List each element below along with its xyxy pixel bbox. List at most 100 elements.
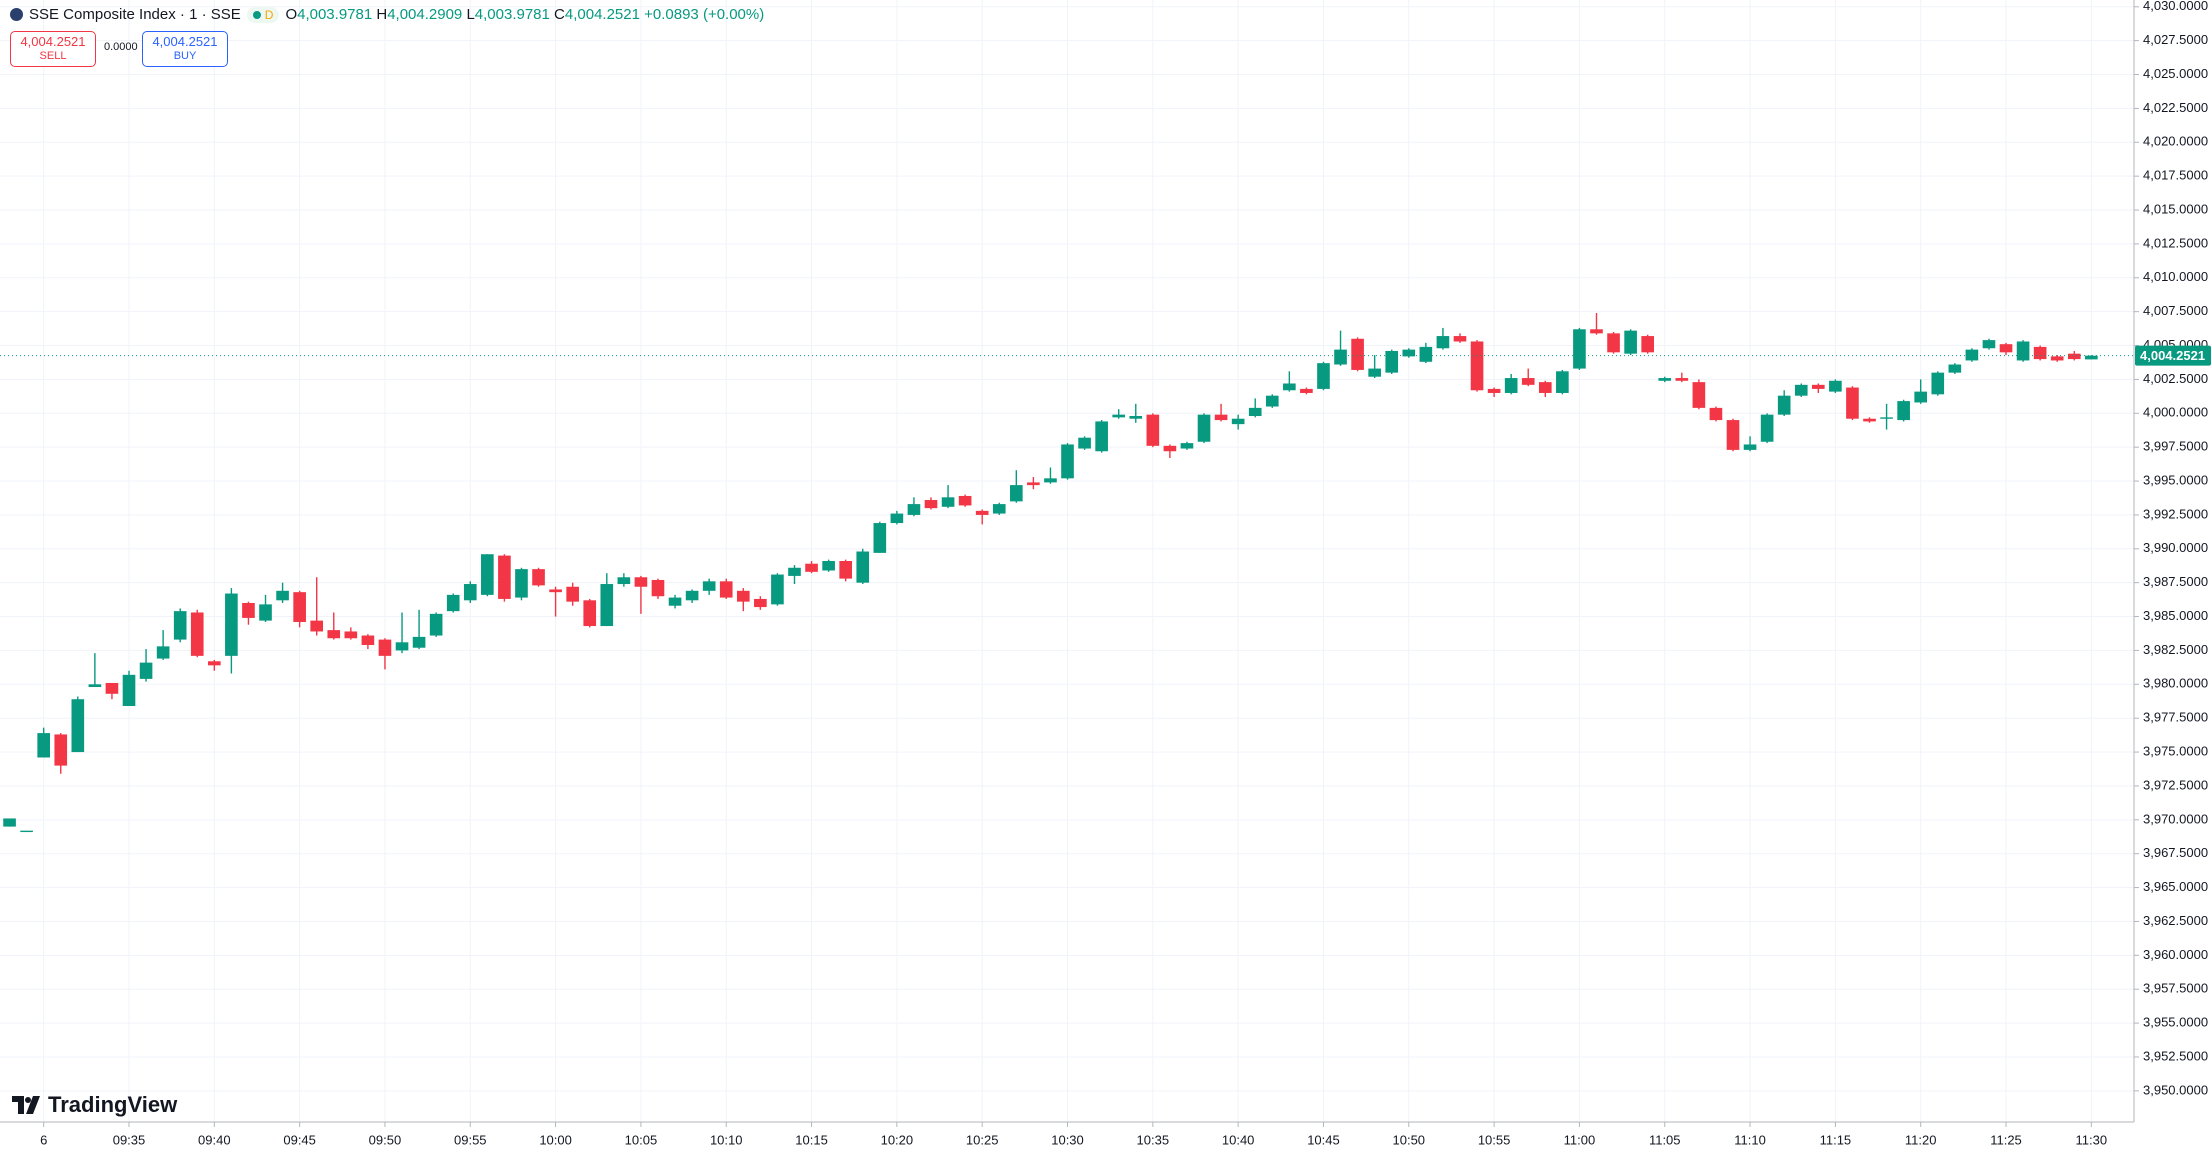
x-tick-label: 10:30 bbox=[1051, 1132, 1084, 1147]
x-tick-label: 10:10 bbox=[710, 1132, 743, 1147]
status-dot bbox=[252, 10, 261, 19]
candle-body bbox=[327, 630, 341, 639]
candle-body bbox=[1948, 364, 1962, 373]
x-tick-label: 10:55 bbox=[1478, 1132, 1511, 1147]
candle-body bbox=[1112, 414, 1126, 418]
y-tick-label: 4,012.5000 bbox=[2143, 235, 2208, 250]
candle-body bbox=[71, 699, 85, 753]
y-tick-label: 4,007.5000 bbox=[2143, 303, 2208, 318]
y-tick-label: 3,977.5000 bbox=[2143, 710, 2208, 725]
candle-body bbox=[20, 830, 33, 833]
candle-body bbox=[1163, 445, 1177, 452]
x-tick-label: 10:05 bbox=[625, 1132, 658, 1147]
x-tick-label: 10:15 bbox=[795, 1132, 828, 1147]
candle-body bbox=[1453, 336, 1467, 342]
candle-body bbox=[156, 646, 170, 659]
candle-body bbox=[88, 684, 102, 688]
candle-body bbox=[37, 733, 50, 758]
y-tick-label: 4,027.5000 bbox=[2143, 32, 2208, 47]
candle-body bbox=[498, 555, 511, 599]
h-value: 4,004.2909 bbox=[387, 6, 463, 23]
candle-body bbox=[1078, 437, 1091, 449]
candle-body bbox=[1351, 338, 1364, 370]
status-badge: D bbox=[246, 6, 280, 23]
candle-body bbox=[429, 613, 443, 636]
l-value: 4,003.9781 bbox=[474, 6, 550, 23]
candle-body bbox=[1402, 349, 1416, 357]
x-tick-label: 09:55 bbox=[454, 1132, 487, 1147]
y-tick-label: 3,997.5000 bbox=[2143, 439, 2208, 454]
x-tick-label: 10:45 bbox=[1307, 1132, 1340, 1147]
y-tick-label: 4,022.5000 bbox=[2143, 100, 2208, 115]
candle-body bbox=[668, 597, 682, 606]
candle-body bbox=[1027, 482, 1040, 486]
last-price-tag bbox=[2135, 345, 2211, 366]
symbol-title[interactable]: SSE Composite Index · 1 · SSE bbox=[29, 6, 241, 23]
candle-body bbox=[361, 635, 375, 646]
sell-label: SELL bbox=[39, 50, 67, 62]
candle-body bbox=[1214, 414, 1228, 421]
candle-body bbox=[992, 504, 1006, 514]
candle-body bbox=[1931, 372, 1945, 395]
x-tick-label: 10:00 bbox=[539, 1132, 572, 1147]
badge-text: D bbox=[264, 7, 274, 22]
x-tick-label: 11:15 bbox=[1820, 1132, 1852, 1147]
x-tick-label: 09:40 bbox=[198, 1132, 231, 1147]
buy-button[interactable]: 4,004.2521 BUY bbox=[142, 31, 228, 67]
candle-body bbox=[1692, 382, 1706, 408]
candle-body bbox=[1538, 382, 1552, 393]
candle-body bbox=[173, 611, 187, 640]
candle-body bbox=[1180, 443, 1194, 449]
candle-body bbox=[566, 586, 579, 602]
legend-header: SSE Composite Index · 1 · SSE D O4,003.9… bbox=[10, 6, 764, 23]
candle-body bbox=[515, 569, 528, 598]
y-tick-label: 3,960.0000 bbox=[2143, 947, 2208, 962]
candle-body bbox=[208, 661, 221, 666]
candle-body bbox=[685, 590, 699, 601]
candle-body bbox=[1010, 485, 1023, 502]
y-tick-label: 3,995.0000 bbox=[2143, 472, 2208, 487]
candle-body bbox=[890, 513, 904, 524]
sell-price: 4,004.2521 bbox=[20, 34, 86, 49]
buy-price: 4,004.2521 bbox=[152, 34, 218, 49]
candle-body bbox=[805, 563, 818, 572]
x-tick-label: 6 bbox=[40, 1132, 47, 1147]
x-tick-label: 11:30 bbox=[2076, 1132, 2108, 1147]
c-label: C bbox=[554, 6, 565, 23]
candle-body bbox=[549, 589, 562, 593]
y-tick-label: 3,965.0000 bbox=[2143, 879, 2208, 894]
y-tick-label: 3,987.5000 bbox=[2143, 574, 2208, 589]
logo[interactable]: TradingView bbox=[12, 1092, 177, 1118]
candle-body bbox=[1521, 378, 1535, 385]
candle-body bbox=[293, 592, 306, 622]
candle-body bbox=[1914, 391, 1928, 403]
candle-body bbox=[651, 579, 665, 597]
candle-body bbox=[139, 662, 153, 679]
candle-body bbox=[1726, 420, 1740, 450]
sell-button[interactable]: 4,004.2521 SELL bbox=[10, 31, 96, 67]
logo-icon bbox=[12, 1096, 40, 1114]
candle-body bbox=[225, 593, 238, 656]
candle-body bbox=[1146, 414, 1160, 446]
y-tick-label: 3,950.0000 bbox=[2143, 1082, 2208, 1097]
grid bbox=[0, 0, 2134, 1122]
o-value: 4,003.9781 bbox=[297, 6, 373, 23]
candle-body bbox=[1487, 388, 1501, 393]
candle-body bbox=[1829, 380, 1842, 392]
c-value: 4,004.2521 bbox=[564, 6, 640, 23]
y-tick-label: 4,010.0000 bbox=[2143, 269, 2208, 284]
candle-body bbox=[1283, 383, 1296, 391]
y-tick-label: 3,972.5000 bbox=[2143, 777, 2208, 792]
candle-body bbox=[788, 567, 801, 576]
x-tick-label: 11:20 bbox=[1905, 1132, 1937, 1147]
y-tick-label: 4,015.0000 bbox=[2143, 201, 2208, 216]
candle-body bbox=[2067, 353, 2081, 360]
o-label: O bbox=[285, 6, 298, 23]
y-tick-label: 4,017.5000 bbox=[2143, 168, 2208, 183]
candle-body bbox=[583, 600, 597, 627]
y-tick-label: 4,002.5000 bbox=[2143, 371, 2208, 386]
candle-body bbox=[378, 639, 392, 656]
candle-body bbox=[1231, 418, 1245, 425]
candle-body bbox=[856, 551, 870, 583]
